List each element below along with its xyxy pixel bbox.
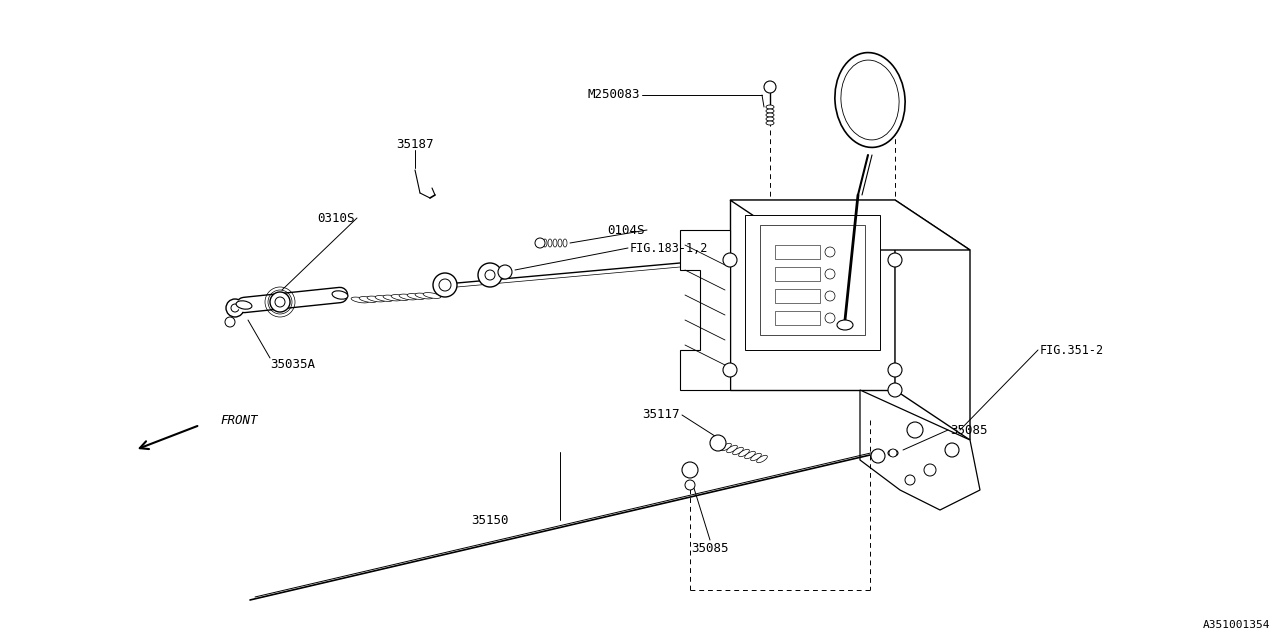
Ellipse shape (367, 296, 385, 302)
Text: FIG.183-1,2: FIG.183-1,2 (630, 241, 708, 255)
Ellipse shape (407, 294, 425, 300)
Circle shape (908, 422, 923, 438)
Text: FRONT: FRONT (220, 413, 257, 426)
Circle shape (723, 363, 737, 377)
Polygon shape (774, 311, 820, 325)
Polygon shape (680, 230, 730, 390)
Circle shape (723, 253, 737, 267)
Circle shape (905, 475, 915, 485)
Text: FIG.351-2: FIG.351-2 (1039, 344, 1105, 356)
Ellipse shape (745, 451, 755, 459)
Circle shape (230, 304, 239, 312)
Polygon shape (730, 200, 895, 390)
Polygon shape (774, 245, 820, 259)
Circle shape (924, 464, 936, 476)
Ellipse shape (351, 297, 369, 303)
Text: 35085: 35085 (950, 424, 987, 436)
Ellipse shape (765, 105, 774, 109)
Ellipse shape (727, 445, 737, 452)
Ellipse shape (415, 293, 433, 299)
Circle shape (439, 279, 451, 291)
Ellipse shape (841, 60, 899, 140)
Ellipse shape (765, 117, 774, 121)
Text: 0310S: 0310S (317, 211, 355, 225)
Polygon shape (760, 225, 865, 335)
Ellipse shape (548, 239, 552, 247)
Circle shape (826, 291, 835, 301)
Polygon shape (774, 267, 820, 281)
Polygon shape (860, 390, 980, 510)
Ellipse shape (835, 52, 905, 147)
Text: 35035A: 35035A (270, 358, 315, 371)
Circle shape (275, 297, 285, 307)
Circle shape (485, 270, 495, 280)
Circle shape (685, 480, 695, 490)
Ellipse shape (765, 113, 774, 117)
Ellipse shape (375, 296, 393, 301)
Circle shape (227, 299, 244, 317)
Ellipse shape (721, 444, 731, 451)
Polygon shape (745, 215, 881, 350)
Text: A351001354: A351001354 (1202, 620, 1270, 630)
Circle shape (710, 435, 726, 451)
Circle shape (433, 273, 457, 297)
Ellipse shape (732, 447, 744, 454)
Circle shape (682, 462, 698, 478)
Ellipse shape (424, 292, 440, 298)
Ellipse shape (765, 121, 774, 125)
Circle shape (870, 449, 884, 463)
Ellipse shape (714, 442, 726, 449)
Polygon shape (895, 200, 970, 440)
Ellipse shape (765, 109, 774, 113)
Ellipse shape (236, 301, 252, 309)
Circle shape (888, 253, 902, 267)
Text: 35187: 35187 (397, 138, 434, 152)
Circle shape (945, 443, 959, 457)
Ellipse shape (888, 449, 899, 456)
Circle shape (535, 238, 545, 248)
Ellipse shape (739, 449, 749, 457)
Ellipse shape (383, 295, 401, 301)
Circle shape (225, 317, 236, 327)
Ellipse shape (360, 296, 376, 303)
Circle shape (826, 247, 835, 257)
Ellipse shape (563, 239, 567, 247)
Circle shape (826, 269, 835, 279)
Ellipse shape (837, 320, 852, 330)
Text: 35117: 35117 (643, 408, 680, 422)
Circle shape (498, 265, 512, 279)
Circle shape (888, 363, 902, 377)
Ellipse shape (543, 239, 547, 247)
Ellipse shape (332, 291, 348, 299)
Ellipse shape (392, 294, 408, 300)
Ellipse shape (756, 455, 767, 463)
Polygon shape (774, 289, 820, 303)
Ellipse shape (399, 294, 417, 300)
Text: 35085: 35085 (691, 541, 728, 554)
Circle shape (764, 81, 776, 93)
Circle shape (890, 449, 897, 457)
Polygon shape (730, 200, 970, 250)
Ellipse shape (750, 453, 762, 461)
Circle shape (270, 292, 291, 312)
Circle shape (888, 383, 902, 397)
Text: 0104S: 0104S (608, 223, 645, 237)
Text: M250083: M250083 (588, 88, 640, 102)
Ellipse shape (553, 239, 557, 247)
Ellipse shape (558, 239, 562, 247)
Text: 35150: 35150 (471, 513, 508, 527)
Circle shape (477, 263, 502, 287)
Circle shape (826, 313, 835, 323)
